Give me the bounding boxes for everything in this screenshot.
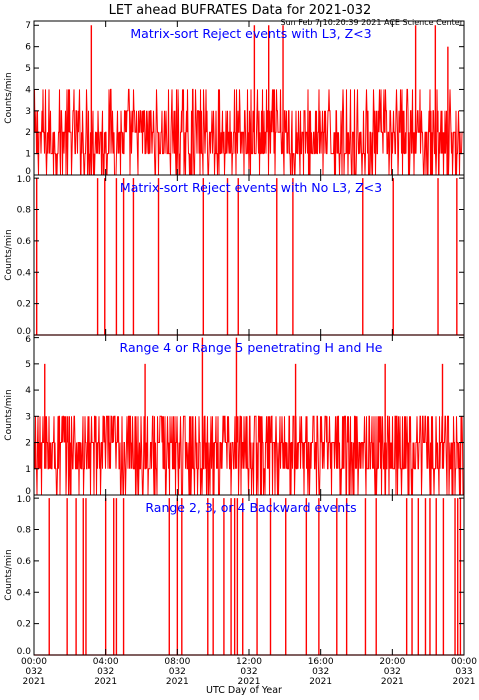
y-tick-label: 0.4 [17, 268, 32, 278]
y-tick-label: 4 [25, 85, 31, 95]
x-tick-label-time: 16:00 [308, 657, 334, 667]
y-tick-label: 0 [25, 487, 31, 497]
series-4 [34, 498, 464, 656]
y-axis-label: Counts/min [4, 389, 14, 440]
chart-subtitle: Sun Feb 7 10:20:39 2021 ACE Science Cent… [281, 18, 464, 27]
panel-2: Matrix-sort Reject events with No L3, Z<… [4, 174, 465, 337]
x-axis-label: UTC Day of Year [206, 685, 282, 696]
x-tick-label-time: 08:00 [164, 657, 190, 667]
y-tick-label: 7 [25, 21, 31, 31]
y-tick-label: 0.2 [17, 300, 31, 310]
x-tick-label-year: 2021 [453, 677, 476, 687]
panel-frame [33, 494, 465, 656]
x-tick-label-doy: 032 [312, 667, 329, 677]
x-tick-label-doy: 032 [240, 667, 257, 677]
y-tick-label: 5 [25, 360, 31, 370]
x-tick-label-year: 2021 [94, 677, 117, 687]
x-tick-label-year: 2021 [381, 677, 404, 687]
y-tick-label: 0.0 [17, 647, 32, 657]
y-axis-label: Counts/min [4, 229, 14, 280]
y-tick-label: 0.4 [17, 588, 32, 598]
y-tick-label: 0 [25, 167, 31, 177]
x-tick-label-doy: 032 [97, 667, 114, 677]
y-tick-label: 3 [25, 107, 31, 117]
panel-3: Range 4 or Range 5 penetrating H and He 0… [4, 334, 465, 497]
panel-title: Range 4 or Range 5 penetrating H and He [120, 340, 383, 355]
series-2 [34, 178, 464, 336]
y-tick-label: 3 [25, 412, 31, 422]
x-tick-label-year: 2021 [23, 677, 46, 687]
x-tick-label-time: 04:00 [93, 657, 119, 667]
x-tick-label-doy: 033 [455, 667, 472, 677]
x-tick-label-year: 2021 [238, 677, 261, 687]
panel-title: Matrix-sort Reject events with L3, Z<3 [130, 26, 371, 41]
x-tick-label-time: 00:00 [21, 657, 47, 667]
y-tick-label: 0.6 [17, 557, 32, 567]
y-tick-label: 6 [25, 43, 31, 53]
series-line [34, 415, 464, 496]
panels: Matrix-sort Reject events with L3, Z<301… [4, 20, 465, 657]
y-axis-label: Counts/min [4, 549, 14, 600]
y-tick-label: 1 [25, 465, 31, 475]
panel-1: Matrix-sort Reject events with L3, Z<3 0 1… [4, 20, 465, 177]
y-tick-label: 1 [25, 150, 31, 160]
x-tick-label-doy: 032 [169, 667, 186, 677]
y-tick-label: 0.6 [17, 237, 32, 247]
chart-title: LET ahead BUFRATES Data for 2021-032 [109, 3, 372, 18]
x-tick-label-year: 2021 [166, 677, 189, 687]
series-line [33, 88, 464, 176]
x-tick-label-time: 00:00 [451, 657, 477, 667]
x-tick-label-doy: 032 [25, 667, 42, 677]
panel-title: Matrix-sort Reject events with No L3, Z<… [120, 180, 382, 195]
y-tick-label: 1.0 [17, 175, 32, 185]
series-1 [33, 25, 464, 176]
x-tick-label-time: 12:00 [236, 657, 262, 667]
x-tick-label-year: 2021 [309, 677, 332, 687]
y-axis-label: Counts/min [4, 72, 14, 123]
panel-title: Range 2, 3, or 4 Backward events [145, 500, 356, 515]
x-axis: 00:00032202104:00032202108:00032202112:0… [21, 657, 477, 687]
y-tick-label: 4 [25, 386, 31, 396]
y-tick-label: 2 [25, 439, 31, 449]
y-tick-label: 1.0 [17, 495, 32, 505]
y-tick-label: 6 [25, 335, 31, 345]
y-tick-label: 0.0 [17, 327, 32, 337]
x-tick-label-doy: 032 [384, 667, 401, 677]
panel-4: Range 2, 3, or 4 Backward events 0.0 0.2 0.… [4, 494, 465, 657]
x-tick-label-time: 20:00 [379, 657, 405, 667]
y-tick-label: 0.8 [17, 526, 32, 536]
y-tick-label: 5 [25, 64, 31, 74]
y-tick-label: 0.8 [17, 206, 32, 216]
y-tick-label: 0.2 [17, 620, 31, 630]
series-3 [34, 337, 464, 496]
y-tick-label: 2 [25, 128, 31, 138]
panel-frame [33, 174, 465, 336]
